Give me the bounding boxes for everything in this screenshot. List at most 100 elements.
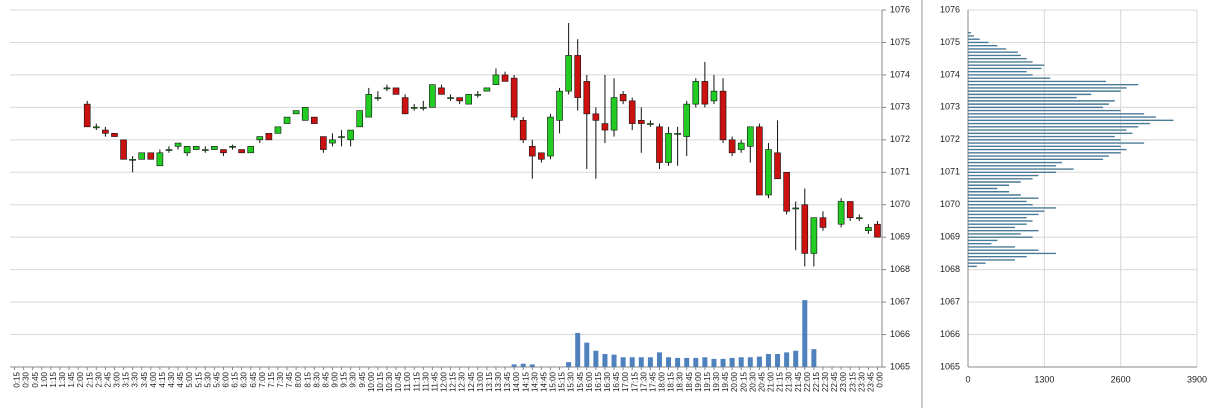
volume-bar (520, 363, 526, 367)
y-tick-label: 1071 (890, 167, 910, 177)
volume-bar (602, 354, 608, 367)
x-tick-label: 9:45 (358, 371, 367, 387)
candle-body (810, 217, 818, 254)
x-tick-label: 1:45 (67, 371, 76, 387)
candle-body (92, 126, 100, 129)
x-tick-label: 11:15 (412, 371, 421, 391)
volume-bar (684, 357, 690, 367)
x-tick-label: 2:45 (103, 371, 112, 387)
x-tick-label: 14:15 (521, 371, 530, 392)
candle-body (274, 126, 282, 134)
x-tick-label: 15:00 (549, 371, 558, 392)
candle-body (301, 107, 309, 121)
x-tick-label: 5:15 (194, 371, 203, 387)
candle-body (737, 142, 745, 150)
x-tick-label: 8:00 (294, 371, 303, 387)
x-tick-label: 7:45 (285, 371, 294, 387)
candle-body (783, 171, 790, 212)
candle-body (719, 90, 727, 141)
x-tick-label: 22:00 (803, 371, 812, 392)
candle-body (247, 146, 255, 154)
x-tick-label: 20:30 (748, 371, 757, 392)
x-tick-label: 3900 (1187, 374, 1207, 384)
x-tick-label: 21:45 (794, 371, 803, 392)
x-tick-label: 16:00 (585, 371, 594, 392)
candle-body (383, 87, 391, 90)
candle-body (846, 201, 854, 219)
x-tick-label: 12:45 (467, 371, 476, 392)
x-tick-label: 19:45 (721, 371, 730, 392)
x-tick-label: 2:00 (76, 371, 85, 387)
x-tick-label: 18:30 (676, 371, 685, 392)
x-tick-label: 1:00 (40, 371, 49, 387)
volume-bar (575, 332, 581, 367)
candle-body (819, 217, 827, 228)
candle-body (465, 94, 473, 105)
volume-bar (593, 350, 599, 367)
candle-body (419, 107, 427, 109)
x-tick-label: 10:30 (385, 371, 394, 392)
x-tick-label: 10:15 (376, 371, 385, 392)
candle-body (183, 146, 191, 154)
x-tick-label: 23:45 (866, 371, 875, 392)
x-tick-label: 6:15 (231, 371, 240, 387)
candle-body (174, 142, 182, 147)
candle-body (220, 149, 227, 154)
candle-body (746, 126, 754, 147)
x-tick-label: 18:15 (667, 371, 676, 392)
x-tick-label: 11:30 (421, 371, 430, 391)
candle-body (238, 149, 245, 154)
x-tick-label: 23:00 (839, 371, 848, 392)
x-tick-label: 3:30 (131, 371, 140, 387)
y-tick-label: 1073 (890, 102, 910, 112)
x-tick-label: 3:45 (140, 371, 149, 387)
candle-body (710, 90, 718, 102)
x-tick-label: 4:15 (158, 371, 167, 387)
candle-body (647, 123, 654, 125)
candle-body (510, 77, 518, 118)
candle-body (483, 87, 491, 92)
candle-body (229, 146, 236, 148)
x-tick-label: 23:15 (848, 371, 857, 392)
y-tick-label: 1075 (890, 37, 910, 47)
x-tick-label: 15:45 (576, 371, 585, 392)
x-tick-label: 2:15 (85, 371, 94, 387)
x-tick-label: 9:15 (340, 371, 349, 387)
y-tick-label: 1066 (940, 329, 960, 339)
x-tick-label: 11:00 (403, 371, 412, 391)
x-tick-label: 22:15 (812, 371, 821, 392)
y-tick-label: 1076 (890, 4, 910, 14)
candle-body (165, 149, 173, 151)
candle-body (756, 126, 763, 196)
x-tick-label: 14:45 (539, 371, 548, 392)
x-tick-label: 8:15 (303, 371, 312, 387)
candle-body (292, 110, 300, 115)
candle-body (102, 129, 109, 134)
x-tick-label: 22:45 (830, 371, 839, 392)
candle-body (374, 97, 382, 99)
y-tick-label: 1065 (890, 361, 910, 371)
x-tick-label: 2:30 (94, 371, 103, 387)
y-tick-label: 1076 (940, 4, 960, 14)
x-tick-label: 11:45 (430, 371, 439, 391)
x-tick-label: 19:00 (694, 371, 703, 392)
candle-body (120, 139, 127, 160)
candle-body (447, 97, 454, 99)
candle-body (392, 87, 400, 95)
x-tick-label: 7:15 (267, 371, 276, 387)
x-tick-label: 7:30 (276, 371, 285, 387)
x-tick-label: 5:00 (185, 371, 194, 387)
x-tick-label: 13:45 (503, 371, 512, 392)
volume-bar (675, 357, 681, 367)
volume-bar (738, 357, 744, 367)
x-tick-label: 21:00 (767, 371, 776, 392)
y-tick-label: 1073 (940, 102, 960, 112)
x-tick-label: 6:30 (240, 371, 249, 387)
candle-body (637, 120, 645, 124)
x-tick-label: 15:30 (567, 371, 576, 392)
candle-body (701, 81, 709, 105)
candle-body (338, 136, 345, 138)
y-tick-label: 1069 (940, 232, 960, 242)
x-tick-label: 6:45 (249, 371, 258, 387)
x-tick-label: 20:45 (757, 371, 766, 392)
